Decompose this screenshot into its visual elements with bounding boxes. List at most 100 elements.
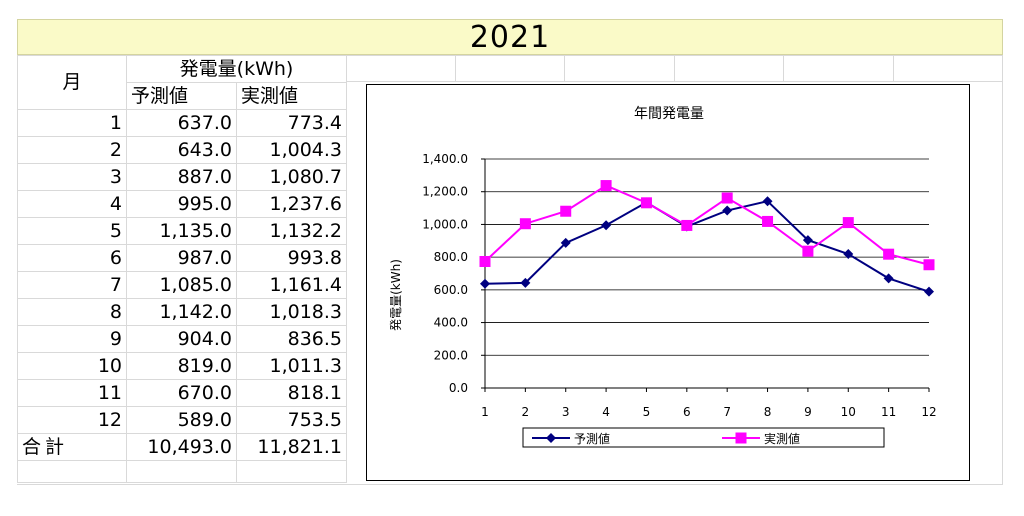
data-point-actual <box>519 218 531 230</box>
data-point-actual <box>802 245 814 257</box>
forecast-cell[interactable]: 637.0 <box>126 109 237 137</box>
data-point-actual <box>842 217 854 229</box>
month-cell[interactable]: 10 <box>17 352 127 380</box>
x-tick-label: 6 <box>683 405 691 419</box>
month-cell[interactable]: 3 <box>17 163 127 191</box>
month-cell[interactable]: 9 <box>17 325 127 353</box>
forecast-cell[interactable]: 1,135.0 <box>126 217 237 245</box>
actual-cell[interactable]: 1,011.3 <box>235 352 348 380</box>
forecast-cell[interactable]: 589.0 <box>126 406 237 434</box>
actual-cell[interactable]: 1,237.6 <box>235 190 348 218</box>
y-axis-label: 発電量(kWh) <box>389 259 403 331</box>
legend-marker <box>735 432 747 444</box>
month-cell[interactable]: 2 <box>17 136 127 164</box>
chart-area[interactable]: 年間発電量 発電量(kWh) 0.0 200.0 400.0 600.0 800.0 1,… <box>366 84 970 481</box>
empty-cell[interactable] <box>17 460 127 483</box>
x-tick-label: 1 <box>481 405 489 419</box>
total-forecast-cell[interactable]: 10,493.0 <box>126 433 237 461</box>
empty-cell[interactable] <box>126 460 237 483</box>
data-point-forecast <box>762 196 773 207</box>
table-row: 6 987.0 993.8 <box>17 244 348 272</box>
x-tick-label: 10 <box>841 405 856 419</box>
data-point-actual <box>560 205 572 217</box>
table-row: 3 887.0 1,080.7 <box>17 163 348 191</box>
actual-cell[interactable]: 836.5 <box>235 325 348 353</box>
x-tick-label: 4 <box>602 405 610 419</box>
header-actual[interactable]: 実測値 <box>235 82 348 110</box>
forecast-cell[interactable]: 1,142.0 <box>126 298 237 326</box>
x-tick-label: 3 <box>562 405 570 419</box>
y-tick-label: 0.0 <box>449 381 468 395</box>
table-row: 1 637.0 773.4 <box>17 109 348 137</box>
month-cell[interactable]: 8 <box>17 298 127 326</box>
x-tick-label: 2 <box>522 405 530 419</box>
total-label[interactable]: 合計 <box>17 433 127 461</box>
legend-box <box>522 427 885 448</box>
data-point-forecast <box>601 220 612 231</box>
data-point-actual <box>640 197 652 209</box>
month-cell[interactable]: 5 <box>17 217 127 245</box>
sheet-gridline <box>1002 55 1003 485</box>
empty-cell[interactable] <box>235 460 348 483</box>
table-row: 5 1,135.0 1,132.2 <box>17 217 348 245</box>
table-row: 8 1,142.0 1,018.3 <box>17 298 348 326</box>
series-line-forecast <box>484 200 930 293</box>
x-tick-label: 7 <box>723 405 731 419</box>
data-point-forecast <box>480 278 490 289</box>
data-point-forecast <box>722 205 733 216</box>
header-forecast[interactable]: 予測値 <box>126 82 237 110</box>
total-actual-cell[interactable]: 11,821.1 <box>235 433 348 461</box>
forecast-cell[interactable]: 643.0 <box>126 136 237 164</box>
forecast-cell[interactable]: 904.0 <box>126 325 237 353</box>
table-row: 9 904.0 836.5 <box>17 325 348 353</box>
actual-cell[interactable]: 818.1 <box>235 379 348 407</box>
actual-cell[interactable]: 1,004.3 <box>235 136 348 164</box>
data-point-forecast <box>924 286 934 297</box>
table-row: 11 670.0 818.1 <box>17 379 348 407</box>
x-tick-label: 12 <box>921 405 936 419</box>
x-tick-label: 9 <box>804 405 812 419</box>
actual-cell[interactable]: 1,018.3 <box>235 298 348 326</box>
forecast-cell[interactable]: 995.0 <box>126 190 237 218</box>
data-point-actual <box>479 255 491 267</box>
actual-cell[interactable]: 1,132.2 <box>235 217 348 245</box>
data-point-forecast <box>843 249 854 260</box>
forecast-cell[interactable]: 887.0 <box>126 163 237 191</box>
sheet-title: 2021 <box>17 19 1003 55</box>
legend-marker <box>546 433 556 443</box>
table-row: 4 995.0 1,237.6 <box>17 190 348 218</box>
y-tick-label: 1,200.0 <box>422 185 468 199</box>
data-point-forecast <box>883 273 894 284</box>
header-generation[interactable]: 発電量(kWh) <box>125 55 348 83</box>
data-table-container: 月 発電量(kWh) 予測値 実測値 1 637.0 773.4 2 643.0 1,00… <box>17 55 348 483</box>
series-line-actual <box>484 184 930 266</box>
data-point-actual <box>681 219 693 231</box>
y-tick-label: 200.0 <box>434 348 468 362</box>
forecast-cell[interactable]: 987.0 <box>126 244 237 272</box>
sheet-gridline <box>674 55 675 82</box>
month-cell[interactable]: 1 <box>17 109 127 137</box>
month-cell[interactable]: 7 <box>17 271 127 299</box>
header-month[interactable]: 月 <box>17 55 127 110</box>
actual-cell[interactable]: 1,080.7 <box>235 163 348 191</box>
x-tick-label: 8 <box>764 405 772 419</box>
x-tick-label: 11 <box>881 405 896 419</box>
data-point-forecast <box>802 235 813 246</box>
actual-cell[interactable]: 753.5 <box>235 406 348 434</box>
table-row: 10 819.0 1,011.3 <box>17 352 348 380</box>
power-table: 月 発電量(kWh) 予測値 実測値 1 637.0 773.4 2 643.0 1,00… <box>17 55 348 483</box>
data-point-forecast <box>520 277 531 288</box>
month-cell[interactable]: 11 <box>17 379 127 407</box>
actual-cell[interactable]: 993.8 <box>235 244 348 272</box>
sheet-gridline <box>455 55 456 82</box>
month-cell[interactable]: 12 <box>17 406 127 434</box>
y-tick-label: 1,400.0 <box>422 152 468 166</box>
month-cell[interactable]: 6 <box>17 244 127 272</box>
forecast-cell[interactable]: 1,085.0 <box>126 271 237 299</box>
month-cell[interactable]: 4 <box>17 190 127 218</box>
actual-cell[interactable]: 773.4 <box>235 109 348 137</box>
forecast-cell[interactable]: 819.0 <box>126 352 237 380</box>
actual-cell[interactable]: 1,161.4 <box>235 271 348 299</box>
forecast-cell[interactable]: 670.0 <box>126 379 237 407</box>
y-tick-label: 1,000.0 <box>422 217 468 231</box>
